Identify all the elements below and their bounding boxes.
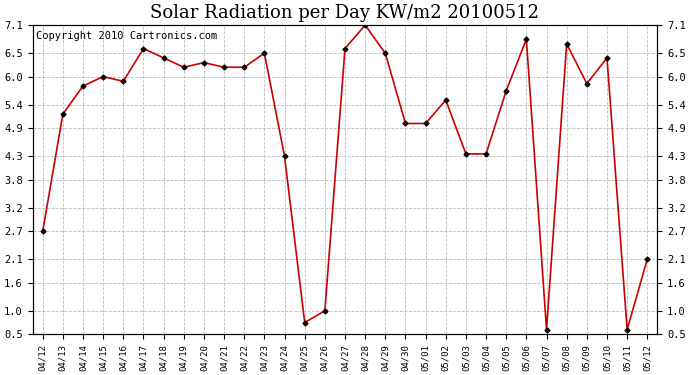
Text: Copyright 2010 Cartronics.com: Copyright 2010 Cartronics.com <box>36 31 217 41</box>
Title: Solar Radiation per Day KW/m2 20100512: Solar Radiation per Day KW/m2 20100512 <box>150 4 540 22</box>
